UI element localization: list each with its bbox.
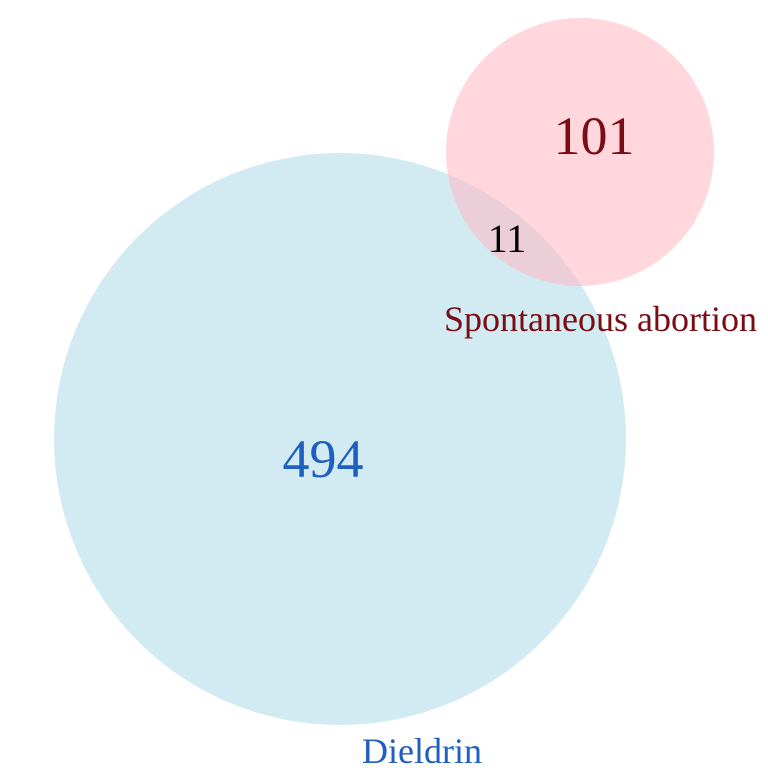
dieldrin-label: Dieldrin <box>362 731 482 768</box>
spontaneous-abortion-label: Spontaneous abortion <box>444 299 757 339</box>
spontaneous-abortion-only-count: 101 <box>554 106 635 166</box>
spontaneous-abortion-circle <box>446 18 714 286</box>
dieldrin-only-count: 494 <box>283 429 364 489</box>
intersection-count: 11 <box>488 216 527 261</box>
dieldrin-circle <box>54 153 626 725</box>
